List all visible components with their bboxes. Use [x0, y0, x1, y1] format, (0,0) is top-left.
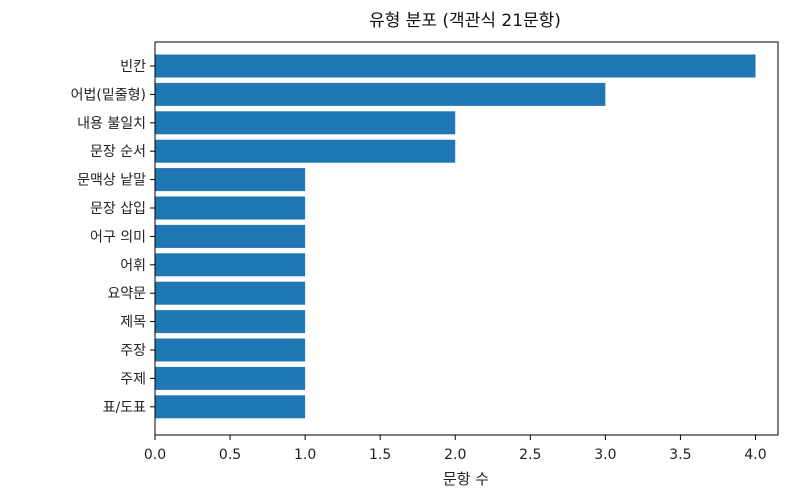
y-tick-label: 주제: [120, 371, 146, 387]
y-tick-label: 어구 의미: [90, 229, 146, 245]
x-tick-label: 2.0: [444, 447, 466, 463]
y-tick-label: 내용 불일치: [77, 116, 146, 132]
x-tick-label: 2.5: [519, 447, 541, 463]
y-tick-label: 어법(밑줄형): [71, 87, 146, 103]
y-tick-label: 주장: [120, 343, 146, 359]
bar: [155, 224, 306, 248]
x-axis-label: 문항 수: [443, 470, 489, 488]
bar: [155, 168, 306, 192]
bars-group: [155, 54, 756, 419]
bar: [155, 281, 306, 305]
chart-title: 유형 분포 (객관식 21문항): [369, 11, 561, 31]
y-tick-label: 요약문: [107, 286, 146, 302]
bar: [155, 111, 456, 135]
bar: [155, 139, 456, 163]
x-tick-label: 1.5: [369, 447, 391, 463]
bar: [155, 82, 606, 106]
bar: [155, 338, 306, 362]
plot-frame: [154, 41, 779, 436]
y-tick-label: 제목: [120, 315, 146, 331]
bar: [155, 310, 306, 334]
y-tick-label: 문장 삽입: [90, 201, 146, 217]
x-tick-label: 3.5: [669, 447, 691, 463]
x-axis-ticks: 0.0 0.5 1.0 1.5 2.0 2.5 3.0 3.5 4.0: [144, 435, 767, 463]
y-tick-label: 빈칸: [120, 59, 146, 75]
x-tick-label: 0.0: [144, 447, 166, 463]
x-tick-label: 3.0: [594, 447, 616, 463]
x-tick-label: 4.0: [744, 447, 766, 463]
x-tick-label: 0.5: [219, 447, 241, 463]
y-tick-label: 표/도표: [103, 400, 146, 416]
y-tick-label: 어휘: [120, 258, 146, 274]
bar: [155, 395, 306, 419]
y-tick-label: 문장 순서: [90, 144, 146, 160]
bar: [155, 253, 306, 277]
bar: [155, 54, 756, 78]
bar: [155, 196, 306, 220]
bar: [155, 366, 306, 390]
y-tick-label: 문맥상 낱말: [77, 173, 146, 189]
x-tick-label: 1.0: [294, 447, 316, 463]
